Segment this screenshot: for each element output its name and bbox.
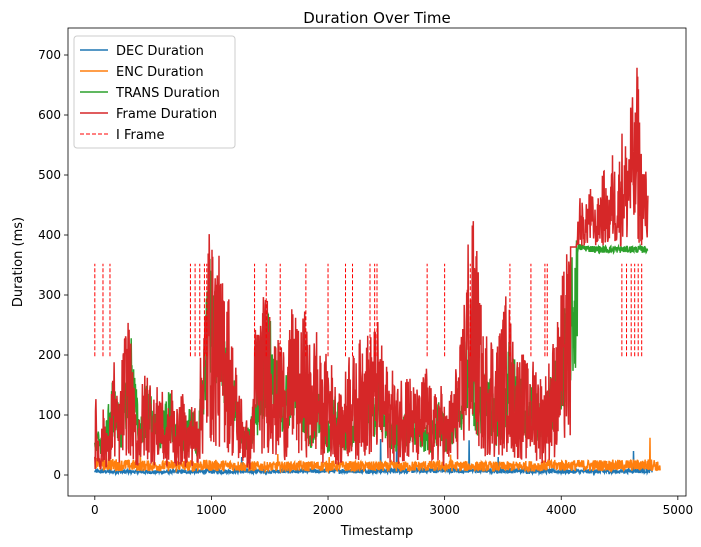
i-frame-layer bbox=[94, 263, 643, 357]
y-tick-label: 600 bbox=[38, 108, 61, 122]
legend: DEC Duration ENC Duration TRANS Duration Fr… bbox=[73, 35, 236, 149]
plot-frame bbox=[67, 27, 687, 497]
legend-label-trans-duration: TRANS Duration bbox=[115, 86, 220, 101]
x-tick-label: 1000 bbox=[196, 503, 227, 517]
series-line-dec-duration bbox=[94, 429, 653, 477]
x-axis-label: Timestamp bbox=[340, 524, 414, 539]
legend-box bbox=[73, 35, 236, 149]
series-line-enc-duration bbox=[94, 437, 661, 475]
series-layer bbox=[94, 67, 661, 477]
x-tick-label: 2000 bbox=[313, 503, 344, 517]
y-tick-label: 700 bbox=[38, 48, 61, 62]
chart-title: Duration Over Time bbox=[303, 9, 450, 27]
y-tick-label: 400 bbox=[38, 228, 61, 242]
x-axis: 0 1000 2000 3000 4000 5000 bbox=[91, 496, 693, 517]
y-tick-label: 300 bbox=[38, 288, 61, 302]
series-line-frame-duration bbox=[94, 67, 649, 470]
y-axis-label: Duration (ms) bbox=[11, 217, 26, 307]
x-tick-label: 3000 bbox=[429, 503, 460, 517]
y-tick-label: 100 bbox=[38, 408, 61, 422]
y-tick-label: 200 bbox=[38, 348, 61, 362]
legend-label-i-frame: I Frame bbox=[116, 128, 164, 143]
y-tick-label: 0 bbox=[53, 468, 61, 482]
y-axis: 0 100 200 300 400 500 600 700 bbox=[38, 48, 68, 482]
legend-label-enc-duration: ENC Duration bbox=[116, 65, 204, 80]
x-tick-label: 5000 bbox=[663, 503, 694, 517]
y-tick-label: 500 bbox=[38, 168, 61, 182]
x-tick-label: 4000 bbox=[546, 503, 577, 517]
legend-label-dec-duration: DEC Duration bbox=[116, 44, 204, 59]
legend-label-frame-duration: Frame Duration bbox=[116, 107, 217, 122]
x-tick-label: 0 bbox=[91, 503, 99, 517]
